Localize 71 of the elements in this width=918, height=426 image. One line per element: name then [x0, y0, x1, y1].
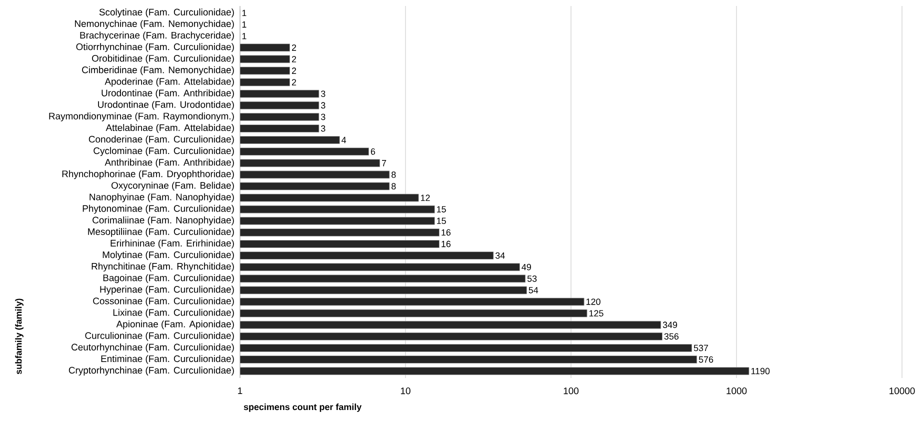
y-tick-label: Nemonychinae (Fam. Nemonychidae) — [75, 20, 234, 29]
y-tick-label: Hyperinae (Fam. Curculionidae) — [100, 286, 234, 295]
data-label: 537 — [694, 344, 708, 352]
y-tick-label: Lixinae (Fam. Curculionidae) — [113, 308, 234, 318]
y-tick-label: Cossoninae (Fam. Curculionidae) — [93, 297, 234, 306]
data-label: 1 — [242, 10, 246, 16]
data-label: 53 — [527, 275, 537, 282]
y-tick-label: Otiorrhynchinae (Fam. Curculionidae) — [76, 43, 234, 52]
y-tick-label: Corimaliinae (Fam. Nanophyidae) — [92, 216, 234, 226]
data-label: 125 — [589, 310, 604, 316]
y-tick-label: Scolytinae (Fam. Curculionidae) — [99, 8, 234, 18]
y-tick-label: Attelabinae (Fam. Attelabidae) — [106, 124, 234, 133]
y-tick-label: Urodontinae (Fam. Anthribidae) — [102, 89, 234, 98]
y-tick-label: Cimberidinae (Fam. Nemonychidae) — [82, 66, 234, 76]
data-label: 120 — [586, 298, 600, 305]
y-tick-label: Cryptorhynchinae (Fam. Curculionidae) — [68, 366, 234, 376]
y-tick-label: Conoderinae (Fam. Curculionidae) — [88, 136, 234, 144]
data-label: 16 — [442, 229, 451, 236]
data-label: 49 — [522, 264, 531, 270]
data-label: 1 — [242, 21, 246, 28]
y-tick-label: Cyclominae (Fam. Curculionidae) — [94, 147, 234, 156]
y-tick-label: Oxycoryninae (Fam. Belidae) — [112, 182, 234, 191]
data-label: 3 — [321, 114, 326, 120]
y-axis-title: subfamily (family) — [15, 298, 24, 374]
data-label: 54 — [528, 287, 538, 294]
data-label: 3 — [321, 102, 326, 109]
y-tick-label: Molytinae (Fam. Curculionidae) — [102, 251, 234, 260]
data-label: 2 — [292, 56, 296, 62]
data-label: 2 — [292, 79, 296, 86]
data-label: 8 — [392, 171, 396, 178]
data-label: 3 — [321, 90, 326, 97]
y-tick-label: Apioninae (Fam. Apionidae) — [116, 320, 234, 330]
x-tick-label: 100 — [564, 388, 579, 394]
y-tick-label: Brachycerinae (Fam. Brachyceridae) — [80, 32, 234, 40]
data-label: 12 — [420, 194, 430, 201]
y-tick-label: Anthribinae (Fam. Anthribidae) — [104, 158, 234, 168]
data-label: 1 — [242, 32, 246, 40]
data-label: 3 — [321, 125, 326, 132]
y-tick-label: Bagoinae (Fam. Curculionidae) — [103, 274, 234, 284]
y-tick-label: Curculioninae (Fam. Curculionidae) — [85, 332, 234, 341]
x-axis-title: specimens count per family — [244, 404, 362, 412]
y-tick-label: Raymondionyminae (Fam. Raymondionym.) — [49, 112, 234, 122]
x-tick-label: 1 — [238, 387, 242, 394]
data-label: 8 — [392, 183, 396, 190]
y-tick-label: Entiminae (Fam. Curculionidae) — [101, 355, 234, 364]
data-label: 6 — [370, 148, 376, 155]
data-label: 2 — [292, 44, 296, 51]
data-label: 16 — [442, 240, 451, 248]
data-label: 576 — [698, 356, 714, 363]
x-tick-label: 1000 — [726, 388, 747, 394]
y-tick-label: Nanophyinae (Fam. Nanophyidae) — [90, 193, 234, 202]
y-tick-label: Erirhininae (Fam. Erirhinidae) — [110, 240, 234, 248]
y-tick-label: Rhynchophorinae (Fam. Dryophthoridae) — [62, 170, 234, 180]
y-tick-label: Apoderinae (Fam. Attelabidae) — [104, 78, 234, 87]
data-label: 4 — [342, 136, 346, 144]
y-tick-label: Rhynchitinae (Fam. Rhynchitidae) — [92, 262, 234, 272]
data-label: 356 — [664, 333, 679, 340]
y-tick-label: Orobitidinae (Fam. Curculionidae) — [92, 54, 234, 64]
data-label: 7 — [382, 160, 386, 166]
y-tick-label: Urodontinae (Fam. Urodontidae) — [98, 100, 234, 110]
x-tick-label: 10000 — [890, 388, 915, 394]
data-label: 349 — [662, 322, 678, 328]
data-label: 34 — [495, 252, 505, 259]
data-label: 15 — [437, 218, 446, 224]
y-tick-label: Ceutorhynchinae (Fam. Curculionidae) — [72, 344, 234, 352]
data-label: 15 — [437, 206, 446, 212]
data-label: 1190 — [751, 368, 770, 374]
y-tick-label: Mesoptiliinae (Fam. Curculionidae) — [88, 228, 234, 237]
data-label: 2 — [292, 68, 296, 74]
y-tick-label: Phytonominae (Fam. Curculionidae) — [82, 204, 234, 214]
x-tick-label: 10 — [400, 388, 410, 394]
